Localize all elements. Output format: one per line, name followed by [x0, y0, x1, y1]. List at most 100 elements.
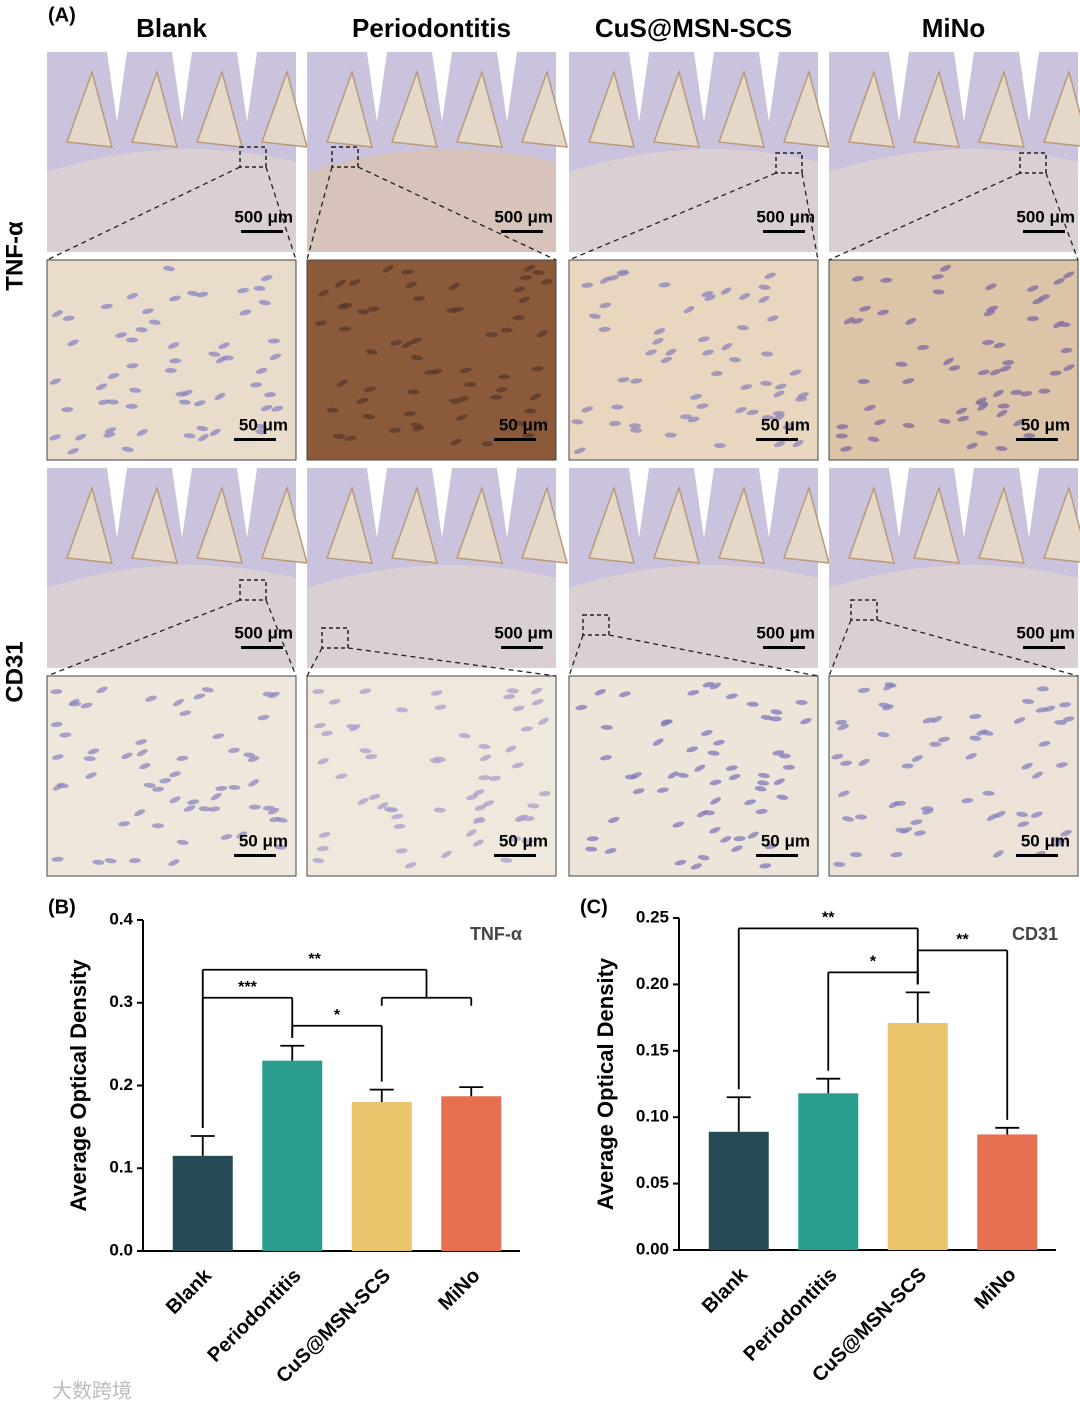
significance-label: **: [822, 910, 835, 927]
nucleus: [890, 852, 903, 858]
x-tick-label: MiNo: [434, 1265, 484, 1315]
nucleus: [51, 754, 64, 760]
nucleus: [313, 722, 326, 729]
nucleus: [257, 714, 270, 721]
nucleus: [1060, 829, 1072, 837]
nucleus: [851, 318, 864, 324]
nucleus: [148, 319, 161, 325]
nucleus: [696, 810, 708, 818]
nucleus: [169, 358, 182, 364]
nucleus: [365, 349, 378, 355]
nucleus: [1059, 702, 1072, 708]
nucleus: [995, 445, 1008, 452]
nucleus: [115, 332, 127, 338]
nucleus: [770, 709, 783, 715]
scale-bar: [494, 438, 536, 441]
nucleus: [1049, 370, 1062, 376]
nucleus: [104, 427, 117, 434]
nucleus: [248, 779, 259, 787]
nucleus: [136, 429, 148, 436]
gap: [432, 52, 452, 122]
nucleus: [228, 784, 241, 790]
zoom-box: [331, 146, 359, 168]
nucleus: [315, 320, 328, 326]
nucleus: [527, 803, 540, 809]
nucleus: [767, 315, 779, 322]
nucleus: [80, 702, 93, 709]
nucleus: [125, 403, 138, 409]
nucleus: [1058, 322, 1071, 328]
nucleus: [611, 404, 624, 410]
nucleus: [992, 850, 1004, 858]
scale-bar: [241, 230, 283, 233]
nucleus: [728, 774, 741, 780]
nucleus: [985, 283, 997, 291]
nucleus: [136, 749, 148, 757]
nucleus: [248, 804, 261, 810]
nucleus: [986, 305, 998, 312]
nucleus: [629, 423, 642, 429]
nucleus: [997, 403, 1010, 409]
nucleus: [574, 447, 586, 454]
nucleus: [478, 775, 491, 781]
bone-region: [307, 149, 556, 252]
nucleus: [758, 284, 771, 290]
nucleus: [441, 850, 452, 859]
nucleus: [797, 392, 809, 399]
bar: [798, 1093, 859, 1250]
zoom-connector: [46, 599, 241, 677]
nucleus: [139, 763, 151, 770]
nucleus: [840, 446, 852, 452]
zoom-box: [775, 152, 803, 174]
pulp: [977, 485, 1026, 564]
nucleus: [169, 796, 181, 804]
scale-label: 500 μm: [494, 623, 553, 642]
bar: [977, 1134, 1038, 1250]
nucleus: [410, 337, 422, 344]
nucleus: [183, 805, 196, 812]
gap: [172, 52, 192, 122]
column-header: Periodontitis: [352, 13, 511, 43]
nucleus: [667, 771, 679, 779]
scale-bar: [501, 646, 543, 649]
nucleus: [243, 752, 256, 758]
nucleus: [976, 729, 988, 736]
nucleus: [357, 309, 370, 315]
nucleus: [183, 433, 196, 439]
nucleus: [594, 688, 606, 696]
nucleus: [321, 730, 333, 737]
nucleus: [218, 342, 230, 350]
nucleus: [585, 846, 598, 852]
nucleus: [931, 274, 944, 280]
nucleus: [141, 308, 154, 315]
nucleus: [405, 281, 418, 288]
nucleus: [608, 816, 620, 823]
scale-label: 500 μm: [756, 207, 815, 226]
nucleus: [328, 698, 341, 705]
bone-region: [47, 565, 296, 668]
pulp: [195, 485, 244, 564]
nucleus: [840, 760, 853, 766]
nucleus: [760, 714, 773, 721]
nucleus: [236, 831, 248, 839]
panel-label: (C): [580, 896, 608, 918]
scale-bar: [494, 854, 536, 857]
nucleus: [877, 309, 890, 316]
nucleus: [163, 265, 175, 272]
pulp: [520, 69, 569, 148]
nucleus: [168, 859, 180, 866]
nucleus: [176, 839, 189, 845]
zoom-image: [306, 259, 557, 461]
nucleus: [336, 379, 348, 387]
nucleus: [126, 363, 139, 369]
pulp: [1042, 69, 1080, 147]
scale-label: 50 μm: [499, 831, 548, 850]
nucleus: [506, 688, 519, 694]
nucleus: [843, 317, 855, 325]
nucleus: [740, 384, 753, 390]
nucleus: [632, 788, 645, 794]
nucleus: [969, 735, 982, 741]
nucleus: [910, 819, 923, 825]
pulp: [587, 485, 636, 564]
nucleus: [368, 793, 381, 800]
